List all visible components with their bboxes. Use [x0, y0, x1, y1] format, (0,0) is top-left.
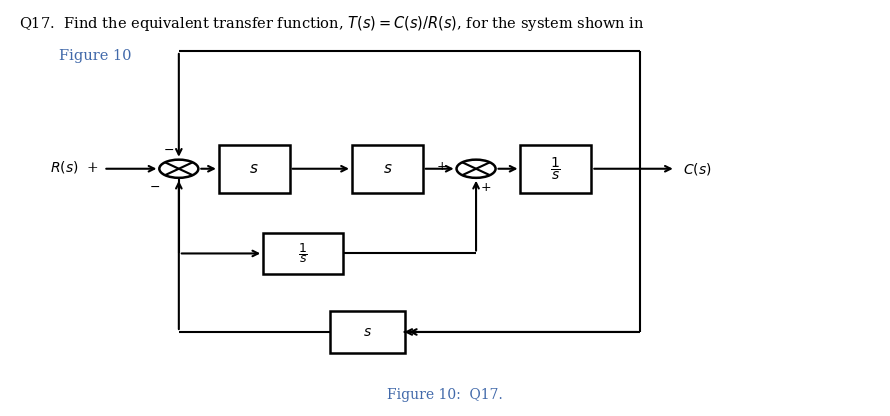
Bar [352, 145, 423, 193]
Text: $+$: $+$ [436, 160, 448, 173]
Text: Figure 10:  Q17.: Figure 10: Q17. [387, 388, 503, 402]
Text: $s$: $s$ [363, 325, 372, 339]
Text: $-$: $-$ [150, 180, 160, 193]
Text: Q17.  Find the equivalent transfer function, $T(s) = C(s)/R(s)$, for the system : Q17. Find the equivalent transfer functi… [19, 14, 644, 33]
Text: $C(s)$: $C(s)$ [683, 161, 711, 177]
Text: $+$: $+$ [481, 181, 492, 194]
Text: $R(s)$  +: $R(s)$ + [51, 158, 99, 175]
Bar [219, 145, 290, 193]
Bar [521, 145, 591, 193]
Text: $s$: $s$ [383, 162, 392, 176]
Text: Figure 10: Figure 10 [59, 49, 132, 63]
Text: $\dfrac{1}{s}$: $\dfrac{1}{s}$ [551, 156, 562, 182]
Circle shape [457, 160, 496, 178]
Text: $\dfrac{1}{s}$: $\dfrac{1}{s}$ [298, 242, 308, 265]
Text: $s$: $s$ [249, 162, 259, 176]
Text: $-$: $-$ [163, 144, 174, 156]
Circle shape [159, 160, 198, 178]
Bar [263, 233, 343, 274]
Bar [329, 311, 405, 353]
